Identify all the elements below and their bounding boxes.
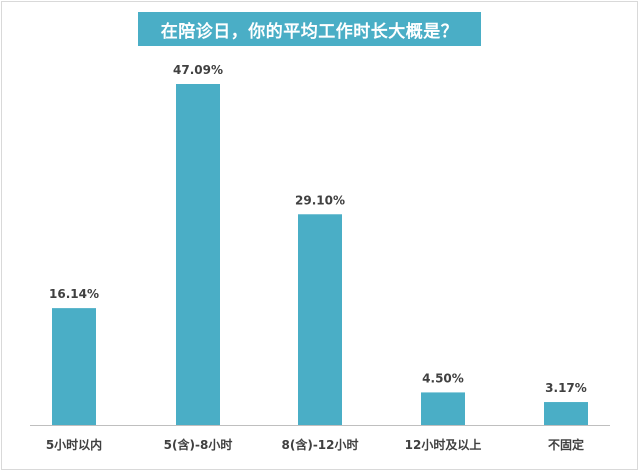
- bar-4: [544, 402, 588, 425]
- chart-title: 在陪诊日，你的平均工作时长大概是？: [138, 12, 481, 46]
- bar-0: [52, 308, 96, 425]
- data-label-4: 3.17%: [545, 381, 587, 395]
- data-label-1: 47.09%: [173, 63, 223, 77]
- x-tick-label-3: 12小时及以上: [405, 437, 482, 452]
- data-label-0: 16.14%: [49, 287, 99, 301]
- bar-2: [298, 214, 342, 425]
- x-tick-label-0: 5小时以内: [46, 437, 102, 452]
- bar-1: [176, 84, 220, 425]
- data-label-3: 4.50%: [422, 371, 464, 385]
- x-tick-label-4: 不固定: [548, 437, 584, 452]
- x-tick-label-2: 8(含)-12小时: [282, 437, 359, 452]
- data-label-2: 29.10%: [295, 193, 345, 207]
- bar-3: [421, 392, 465, 425]
- x-tick-label-1: 5(含)-8小时: [164, 437, 233, 452]
